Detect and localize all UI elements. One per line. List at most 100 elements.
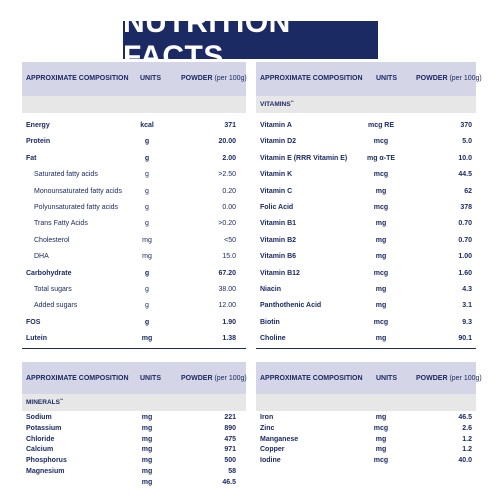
row-unit: mg [142, 253, 152, 261]
row-unit: mg [375, 446, 387, 454]
vitamins-label: VITAMINS [260, 101, 291, 108]
row-value: 370 [460, 122, 472, 129]
row-value: 10.0 [458, 154, 472, 162]
row-name: Phosphorus [26, 457, 67, 465]
row-name: Iodine [260, 457, 281, 465]
table-row: Monounsaturated fatty acids g 0.20 [22, 185, 246, 199]
header-powder: POWDER (per 100g) [181, 75, 247, 82]
header-composition: APPROXIMATE COMPOSITION [26, 375, 129, 382]
table-row: Protein g 20.00 [22, 135, 246, 149]
row-unit: mcg [373, 204, 389, 211]
blank-subheader-bar [256, 394, 476, 411]
row-unit: g [144, 138, 150, 146]
row-name: Fat [26, 154, 37, 162]
row-unit: mg [141, 335, 153, 343]
row-unit: mg [375, 302, 387, 310]
row-unit: mg [141, 468, 153, 475]
table-row: Panthothenic Acid mg 3.1 [256, 299, 476, 313]
row-value: 971 [224, 446, 236, 454]
row-unit: mcg [373, 138, 389, 146]
row-value: 475 [224, 435, 236, 443]
row-name: Vitamin C [260, 187, 293, 195]
panel-header: APPROXIMATE COMPOSITION UNITS POWDER (pe… [256, 362, 482, 396]
row-name: Calcium [26, 446, 54, 454]
row-unit: g [144, 269, 150, 277]
row-unit: g [145, 171, 149, 179]
row-value: 20.00 [218, 138, 236, 146]
row-name: Lutein [26, 335, 47, 343]
table-row: Manganese mg 1.2 [256, 433, 476, 447]
row-name: Manganese [260, 435, 299, 443]
row-unit: mg [141, 435, 153, 443]
panel-divider [22, 348, 246, 349]
row-value: 90.1 [458, 335, 472, 343]
row-name: Energy [26, 122, 50, 129]
row-value: >2.50 [218, 171, 236, 179]
composition-panel-bottom-left: APPROXIMATE COMPOSITION UNITS POWDER (pe… [22, 362, 247, 500]
row-name: FOS [26, 318, 41, 326]
table-row: Magnesium mg 58 [22, 465, 246, 479]
table-row: Copper mg 1.2 [256, 443, 476, 457]
row-unit: g [145, 286, 149, 293]
table-row: Carbohydrate g 67.20 [22, 267, 246, 281]
row-unit: mg [141, 414, 153, 421]
table-row: Added sugars g 12.00 [22, 299, 246, 313]
minerals-label: MINERALS [26, 399, 60, 406]
table-row: Trans Fatty Acids g >0.20 [22, 217, 246, 231]
table-row: Vitamin B1 mg 0.70 [256, 217, 476, 231]
row-value: 67.20 [218, 269, 236, 277]
row-name: Zinc [260, 424, 275, 432]
row-value: 9.3 [462, 318, 472, 326]
row-name: Protein [26, 138, 51, 146]
row-name: Vitamin D2 [260, 138, 297, 146]
row-unit: mg [375, 253, 387, 261]
row-value: 5.0 [462, 138, 472, 146]
table-row: Saturated fatty acids g >2.50 [22, 168, 246, 182]
table-row: Biotin mcg 9.3 [256, 316, 476, 330]
row-unit: g [145, 204, 149, 211]
row-name: Vitamin B6 [260, 253, 297, 261]
row-value: 500 [224, 457, 236, 465]
row-unit: mg α-TE [366, 154, 396, 162]
table-row: Zinc mcg 2.6 [256, 422, 476, 436]
row-name: Carbohydrate [26, 269, 72, 277]
composition-panel-top-right: APPROXIMATE COMPOSITION UNITS POWDER (pe… [256, 62, 482, 352]
row-unit: mg [375, 335, 387, 343]
table-row: Vitamin B2 mg 0.70 [256, 234, 476, 248]
vitamins-footnote-mark: ** [290, 99, 294, 104]
table-row: Total sugars g 38.00 [22, 283, 246, 297]
header-powder: POWDER (per 100g) [181, 375, 247, 382]
row-unit: mg [375, 435, 387, 443]
row-unit: mg [141, 478, 153, 486]
table-row: Folic Acid mcg 378 [256, 201, 476, 215]
row-unit: mg [141, 446, 153, 454]
row-name: Added sugars [34, 302, 78, 310]
row-unit: mcg [373, 269, 389, 277]
row-value: 371 [224, 122, 236, 129]
table-row: Lutein mg 1.38 [22, 332, 246, 346]
row-name: Saturated fatty acids [34, 171, 98, 179]
table-row: Vitamin E (RRR Vitamin E) mg α-TE 10.0 [256, 152, 476, 166]
row-unit: mg [375, 187, 387, 195]
row-name: Copper [260, 446, 285, 454]
table-row: Vitamin D2 mcg 5.0 [256, 135, 476, 149]
table-row: FOS g 1.90 [22, 316, 246, 330]
composition-panel-bottom-right: APPROXIMATE COMPOSITION UNITS POWDER (pe… [256, 362, 482, 500]
table-row: Chloride mg 475 [22, 433, 246, 447]
row-name: Potassium [26, 424, 62, 432]
row-value: 2.00 [222, 154, 236, 162]
row-name: Panthothenic Acid [260, 302, 322, 310]
row-value: >0.20 [218, 220, 236, 228]
row-name: Vitamin B1 [260, 220, 297, 228]
row-name: Biotin [260, 318, 280, 326]
row-value: 38.00 [218, 286, 236, 293]
table-row: Vitamin K mcg 44.5 [256, 168, 476, 182]
row-value: 0.20 [222, 187, 236, 195]
table-row: Vitamin C mg 62 [256, 185, 476, 199]
row-value: 378 [460, 204, 472, 211]
row-value: 4.3 [462, 286, 472, 293]
header-composition: APPROXIMATE COMPOSITION [26, 75, 129, 82]
row-unit: mcg [373, 318, 389, 326]
row-unit: g [145, 302, 149, 310]
row-name: Sodium [26, 414, 52, 421]
